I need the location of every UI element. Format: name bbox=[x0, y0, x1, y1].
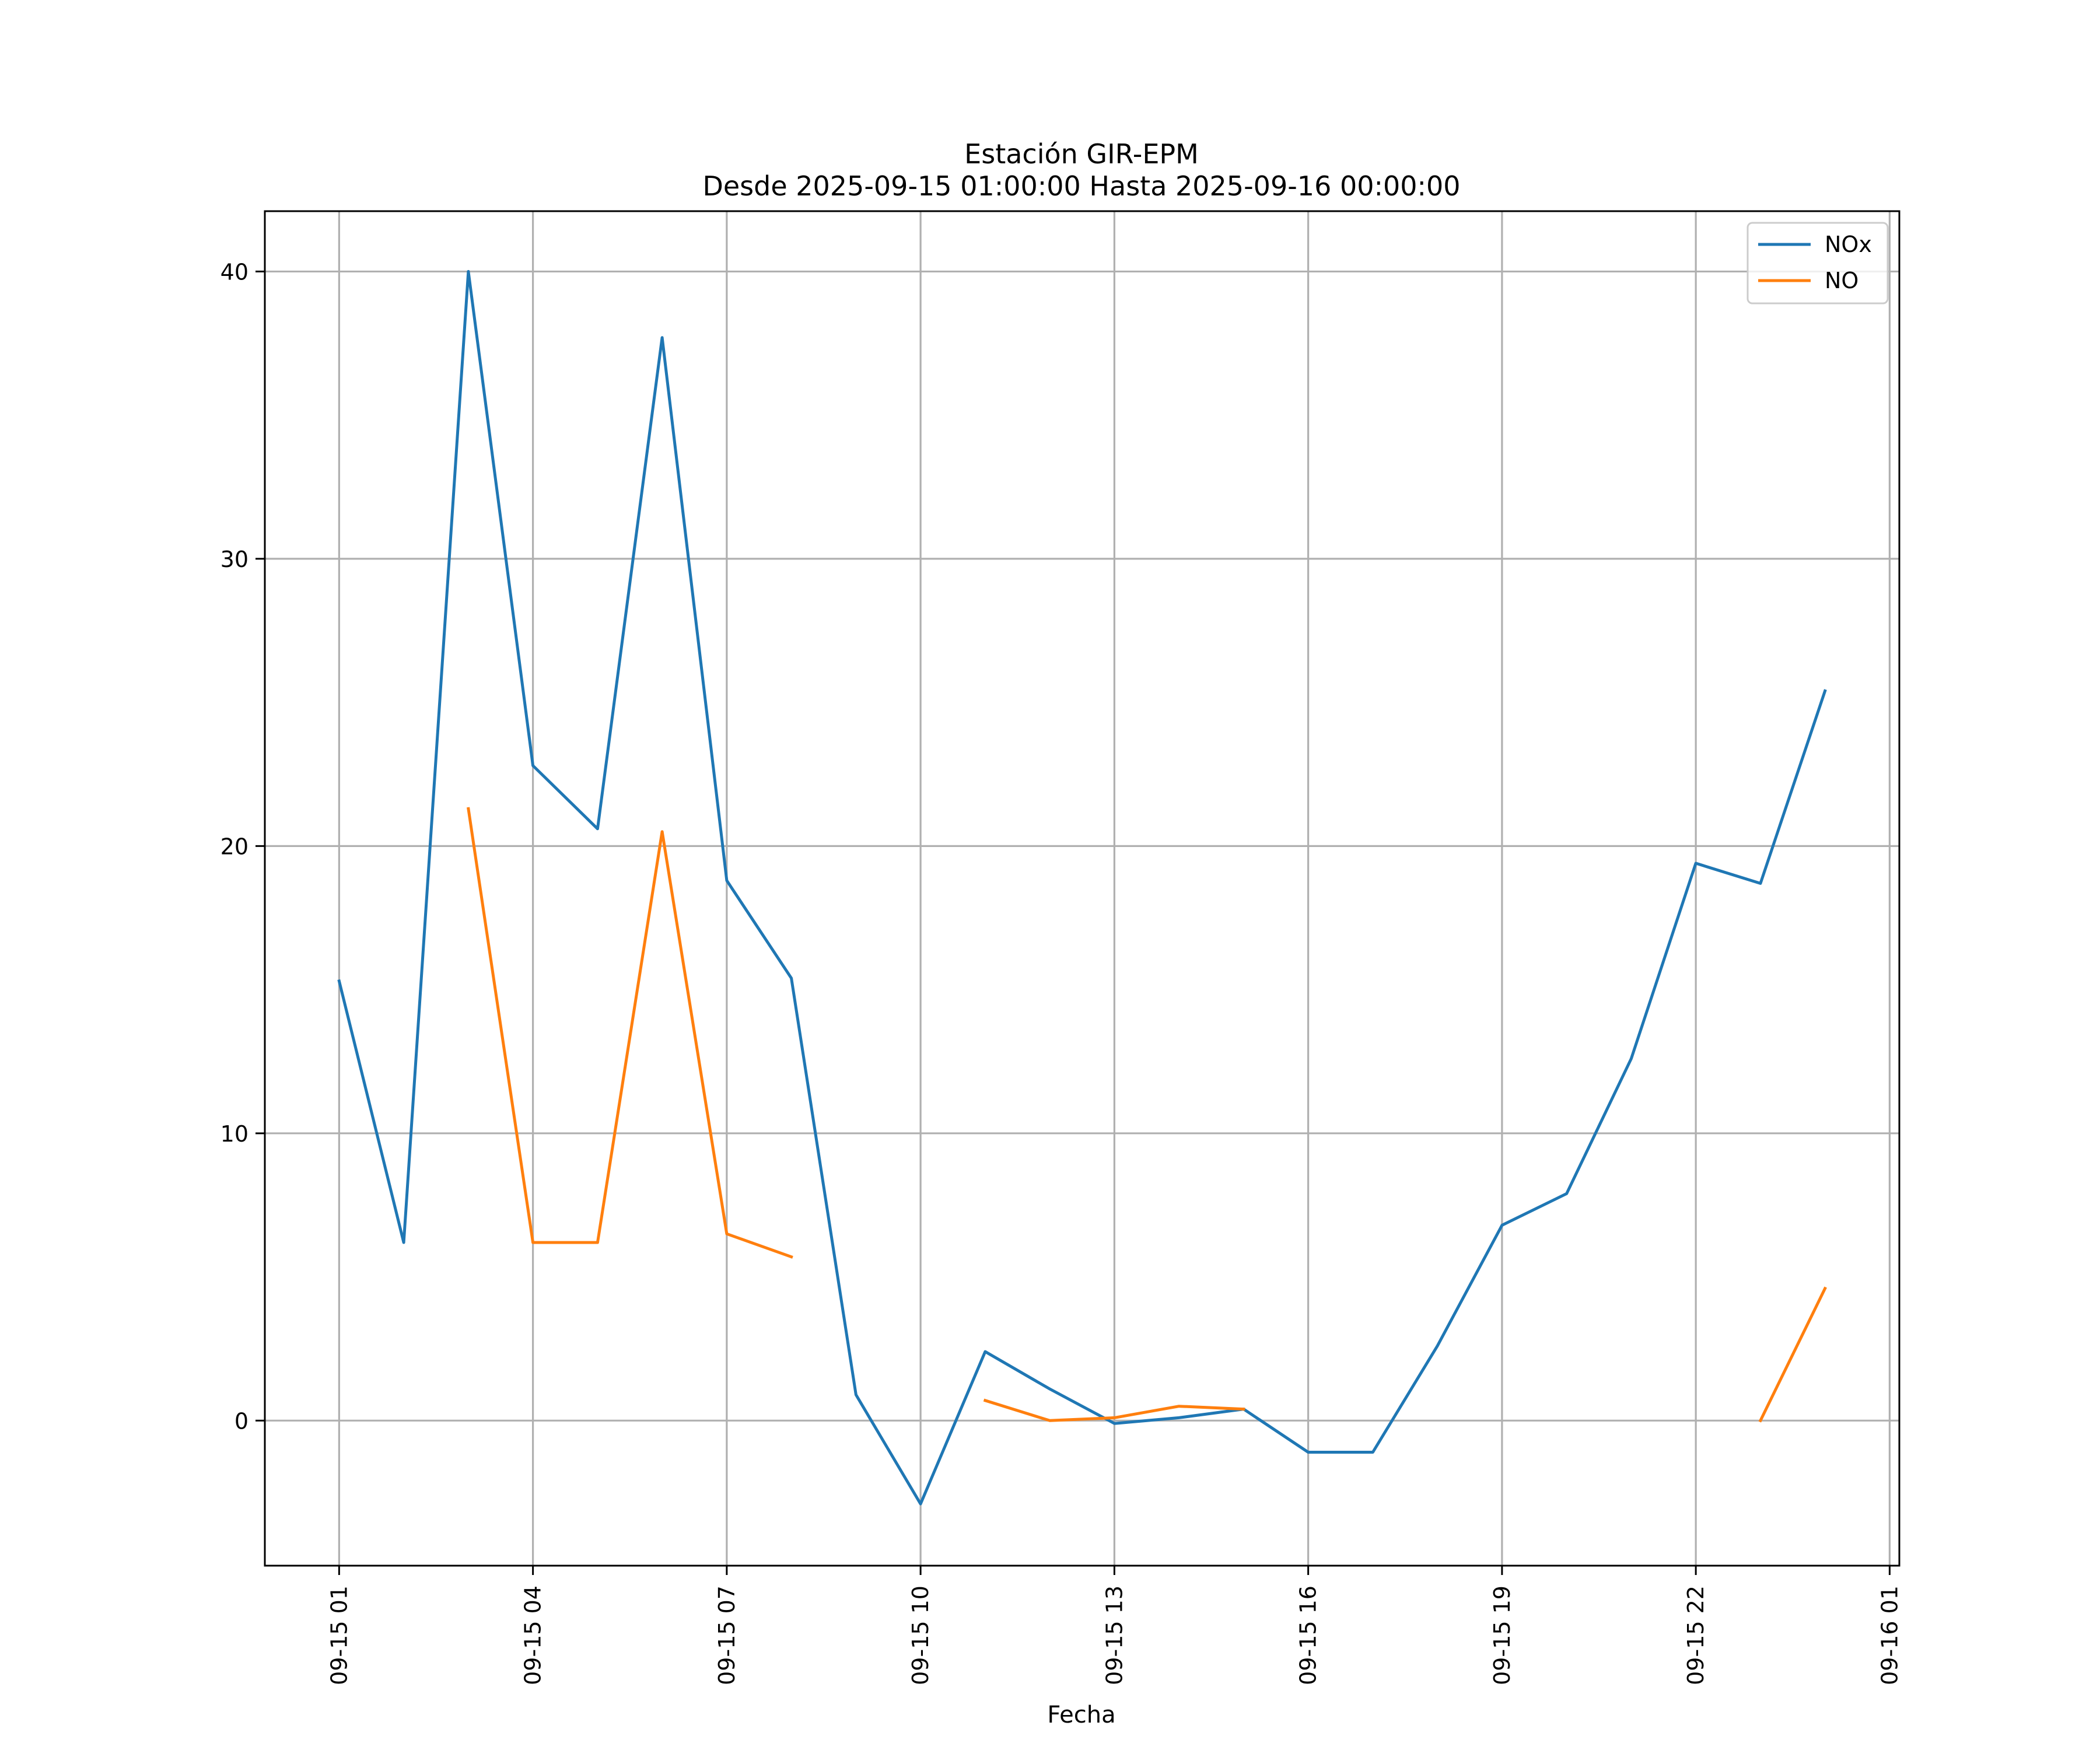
x-axis-label: Fecha bbox=[1047, 1702, 1115, 1728]
y-tick-label: 30 bbox=[220, 547, 249, 572]
plot-frame bbox=[264, 210, 1901, 1567]
legend-label-no: NO bbox=[1825, 268, 1859, 293]
no-line-segment bbox=[1758, 1286, 1827, 1423]
y-axis-ticks: 0 10 20 30 40 bbox=[220, 259, 265, 1434]
x-tick-label: 09-15 10 bbox=[908, 1586, 933, 1685]
legend-label-nox: NOx bbox=[1825, 232, 1872, 257]
x-tick-label: 09-15 13 bbox=[1101, 1586, 1127, 1685]
x-tick-label: 09-15 04 bbox=[520, 1586, 546, 1685]
series-nox bbox=[337, 270, 1827, 1506]
x-tick-label: 09-16 01 bbox=[1877, 1586, 1902, 1685]
grid bbox=[265, 211, 1899, 1566]
legend: NOx NO bbox=[1746, 222, 1889, 304]
x-tick-label: 09-15 19 bbox=[1489, 1586, 1515, 1685]
x-axis-ticks: 09-15 01 09-15 04 09-15 07 09-15 10 09-15 13… bbox=[326, 1566, 1902, 1685]
series-no bbox=[467, 807, 1827, 1423]
y-tick-label: 20 bbox=[220, 834, 249, 859]
nox-line-segment bbox=[337, 270, 1827, 1506]
x-tick-label: 09-15 01 bbox=[326, 1586, 352, 1685]
chart-subtitle: Desde 2025-09-15 01:00:00 Hasta 2025-09-… bbox=[702, 170, 1460, 202]
x-tick-label: 09-15 16 bbox=[1296, 1586, 1321, 1685]
plot-lines bbox=[337, 270, 1827, 1506]
chart-title: Estación GIR-EPM bbox=[964, 138, 1199, 170]
y-tick-label: 10 bbox=[220, 1121, 249, 1147]
y-tick-label: 40 bbox=[220, 259, 249, 285]
y-tick-label: 0 bbox=[235, 1408, 249, 1434]
no-line-segment bbox=[467, 807, 793, 1259]
x-tick-label: 09-15 22 bbox=[1683, 1586, 1709, 1685]
x-tick-label: 09-15 07 bbox=[714, 1586, 740, 1685]
no-line-segment bbox=[983, 1398, 1245, 1422]
